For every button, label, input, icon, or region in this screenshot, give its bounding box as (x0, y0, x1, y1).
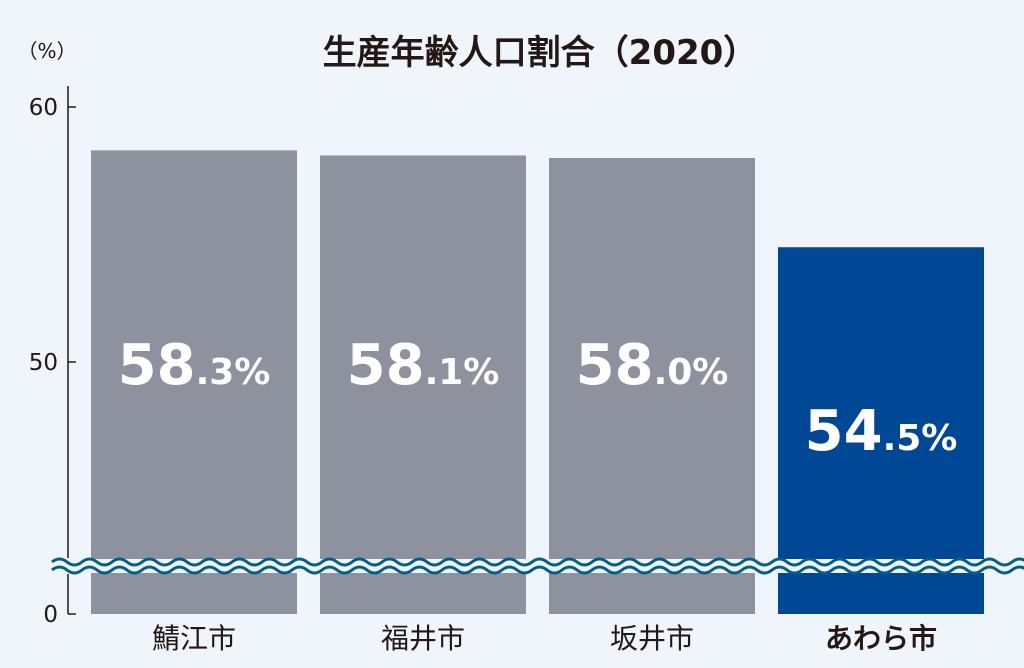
value-label-1: 58.3% (118, 333, 271, 398)
value-label-2: 58.1% (347, 333, 500, 398)
category-label-4: あわら市 (825, 622, 937, 655)
chart-title: 生産年齢人口割合（2020） (323, 33, 758, 73)
category-labels: 鯖江市 福井市 坂井市 あわら市 (152, 622, 937, 655)
category-label-1: 鯖江市 (152, 622, 236, 655)
y-unit-label: （%） (17, 39, 76, 63)
value-label-4: 54.5% (805, 399, 958, 464)
bar-4 (778, 247, 984, 614)
break-wave-1 (51, 557, 1024, 567)
bar-1 (91, 150, 297, 614)
y-axis: 0 50 60 (29, 86, 76, 628)
bar-2 (320, 155, 526, 614)
bars-group (91, 150, 984, 614)
break-wave-2 (51, 565, 1024, 575)
y-tick-label-50: 50 (29, 350, 58, 376)
value-labels: 58.3% 58.1% 58.0% 54.5% (118, 333, 958, 464)
y-tick-label-0: 0 (43, 602, 58, 628)
axis-break (0, 557, 1024, 575)
bar-3 (549, 158, 755, 614)
category-label-3: 坂井市 (610, 622, 694, 655)
y-tick-label-60: 60 (29, 95, 58, 121)
value-label-3: 58.0% (576, 333, 729, 398)
category-label-2: 福井市 (381, 622, 465, 655)
